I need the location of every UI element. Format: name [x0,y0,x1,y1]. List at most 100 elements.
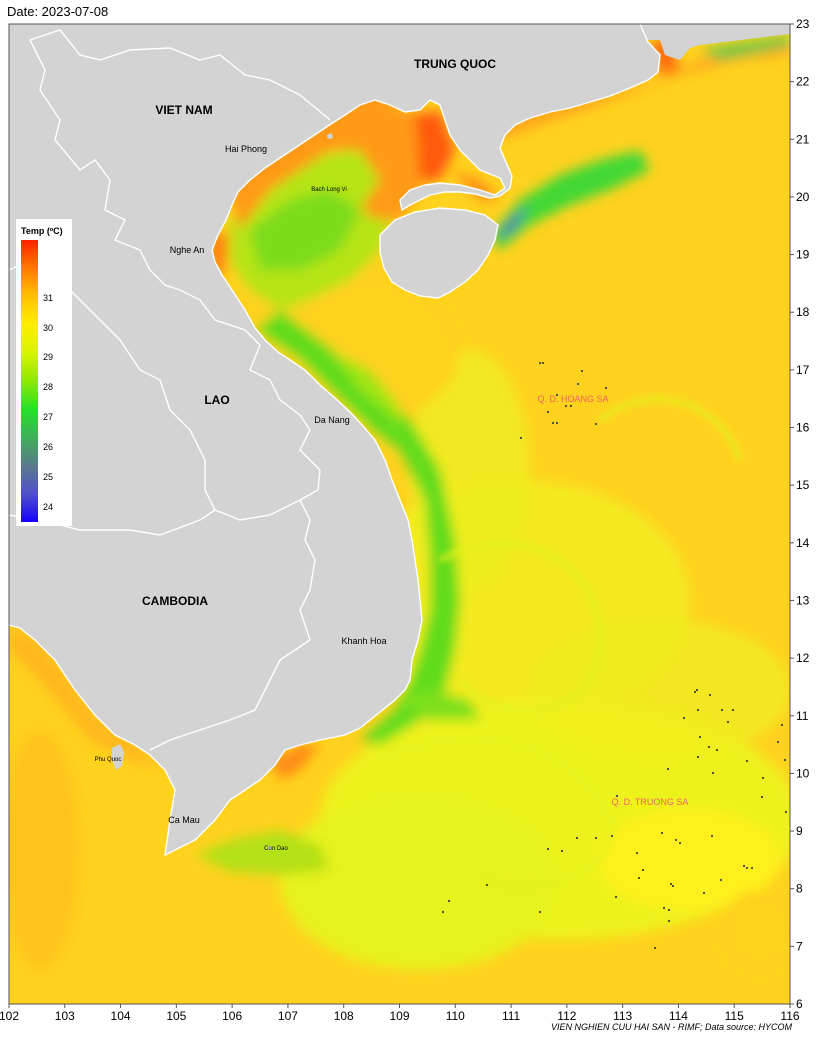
con-dao-island [268,846,272,850]
data-source-credit: VIEN NGHIEN CUU HAI SAN - RIMF; Data sou… [550,1022,792,1032]
country-labels: TRUNG QUOC VIET NAM LAO CAMBODIA [142,57,496,608]
reef-dot [711,771,715,775]
legend-tick-28: 28 [43,382,53,392]
reef-dot [538,361,542,365]
reef-dot [637,876,641,880]
legend-tick-24: 24 [43,502,53,512]
lat-tick-label: 14 [796,536,810,550]
reef-dot [708,693,712,697]
reef-dot [666,767,670,771]
reef-dot [696,708,700,712]
lat-tick-label: 21 [796,132,810,146]
bach-long-vi-island [327,133,333,139]
lat-tick-label: 9 [796,824,803,838]
lat-tick-label: 23 [796,17,810,31]
reef-dot [667,919,671,923]
reef-dot [678,841,682,845]
lon-tick-label: 114 [669,1009,688,1023]
lon-tick-label: 105 [166,1009,186,1023]
label-hoang-sa: Q. D. HOANG SA [537,394,608,404]
reef-dot [564,404,568,408]
reef-dot [541,361,545,365]
reef-dot [745,759,749,763]
lat-tick-label: 8 [796,882,803,896]
reef-dot [610,834,614,838]
reef-dot [715,748,719,752]
label-khanh-hoa: Khanh Hoa [341,636,386,646]
reef-dot [710,834,714,838]
reef-dot [615,794,619,798]
lat-tick-label: 6 [796,997,803,1011]
lon-tick-label: 116 [780,1009,799,1023]
reef-dot [742,864,746,868]
reef-dot [551,421,555,425]
reef-dot [546,847,550,851]
legend-colorbar [21,240,38,522]
temperature-legend: Temp (ºC) 31 30 29 28 27 26 25 24 [16,219,72,526]
reef-dot [745,866,749,870]
reef-dot [485,883,489,887]
reef-dot [682,716,686,720]
place-labels: Hai Phong Bach Long Vi Nghe An Da Nang K… [95,144,387,852]
map-plot-area [9,24,790,1004]
label-ca-mau: Ca Mau [168,815,200,825]
date-label: Date: 2023-07-08 [7,4,109,19]
legend-tick-29: 29 [43,352,53,362]
reef-dot [696,755,700,759]
reef-dot [783,758,787,762]
label-da-nang: Da Nang [314,415,350,425]
reef-dot [761,776,765,780]
legend-title: Temp (ºC) [21,226,63,236]
reef-dot [660,831,664,835]
reef-dot [576,382,580,386]
lat-tick-label: 7 [796,939,803,953]
reef-dot [569,404,573,408]
legend-tick-26: 26 [43,442,53,452]
label-lao: LAO [204,393,229,407]
phu-quoc-island [112,744,124,770]
reef-dot [575,836,579,840]
reef-dot [726,720,730,724]
reef-dot [641,868,645,872]
label-truong-sa: Q. D. TRUONG SA [612,797,689,807]
reef-dot [604,386,608,390]
reef-dot [635,851,639,855]
reef-dot [760,795,764,799]
reef-dot [780,723,784,727]
reef-dot [693,690,697,694]
legend-tick-27: 27 [43,412,53,422]
reef-markers [441,361,788,950]
legend-tick-25: 25 [43,472,53,482]
lon-tick-label: 111 [502,1009,521,1023]
reef-dot [776,740,780,744]
reef-dot [594,836,598,840]
reef-dot [555,393,559,397]
reef-dot [669,882,673,886]
land-mass [9,24,790,855]
reef-dot [731,708,735,712]
reef-dot [695,688,699,692]
lat-tick-label: 20 [796,190,810,204]
label-viet-nam: VIET NAM [155,103,212,117]
lon-tick-label: 115 [725,1009,744,1023]
lon-tick-label: 109 [389,1009,409,1023]
reef-dot [719,878,723,882]
label-trung-quoc: TRUNG QUOC [414,57,496,71]
reef-dot [674,838,678,842]
reef-dot [441,910,445,914]
lat-tick-label: 15 [796,478,810,492]
archipelago-labels: Q. D. HOANG SA Q. D. TRUONG SA [537,394,688,807]
lat-tick-label: 22 [796,75,810,89]
lat-tick-label: 12 [796,651,810,665]
lat-tick-label: 17 [796,363,810,377]
reef-dot [671,884,675,888]
label-con-dao: Con Dao [264,846,288,852]
lon-tick-label: 104 [111,1009,131,1023]
reef-dot [702,891,706,895]
reef-dot [707,745,711,749]
reef-dot [447,899,451,903]
reef-dot [653,946,657,950]
reef-dot [519,436,523,440]
label-nghe-an: Nghe An [170,245,205,255]
lon-tick-label: 107 [278,1009,298,1023]
